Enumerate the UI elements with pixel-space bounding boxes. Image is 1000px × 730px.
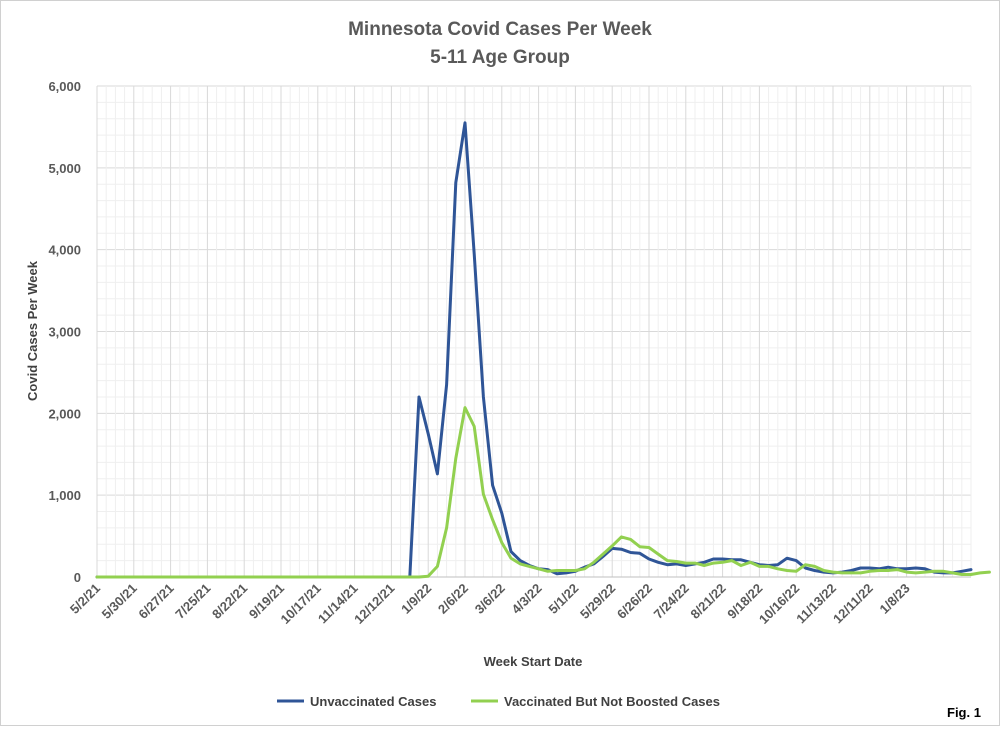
x-tick-label: 8/22/21: [209, 581, 250, 622]
x-tick-label: 11/13/22: [793, 581, 839, 627]
chart-subtitle: 5-11 Age Group: [430, 47, 570, 68]
series-lines: [95, 121, 991, 579]
x-axis-ticks: 5/2/215/30/216/27/217/25/218/22/219/19/2…: [67, 581, 913, 627]
y-tick-label: 3,000: [48, 325, 81, 340]
series-line-unvaccinated: [95, 121, 973, 579]
x-tick-label: 10/17/21: [278, 581, 324, 627]
x-tick-label: 7/25/21: [172, 581, 213, 622]
legend: Unvaccinated Cases Vaccinated But Not Bo…: [277, 694, 720, 709]
legend-label-unvaccinated: Unvaccinated Cases: [310, 694, 436, 709]
y-axis-label: Covid Cases Per Week: [25, 260, 40, 401]
y-tick-label: 4,000: [48, 243, 81, 258]
x-tick-label: 5/29/22: [577, 581, 618, 622]
gridlines: [96, 85, 972, 578]
y-tick-label: 0: [74, 570, 81, 585]
y-tick-label: 2,000: [48, 406, 81, 421]
x-axis-label: Week Start Date: [484, 654, 583, 669]
x-tick-label: 1/9/22: [398, 581, 434, 617]
chart-title: Minnesota Covid Cases Per Week: [348, 19, 652, 40]
x-tick-label: 2/6/22: [435, 581, 471, 617]
y-tick-label: 6,000: [48, 79, 81, 94]
x-tick-label: 10/16/22: [756, 581, 802, 627]
x-tick-label: 4/3/22: [509, 581, 545, 617]
x-tick-label: 6/26/22: [614, 581, 655, 622]
figure-label: Fig. 1: [947, 705, 981, 720]
x-tick-label: 7/24/22: [651, 581, 692, 622]
y-axis-ticks: 0 1,000 2,000 3,000 4,000 5,000 6,000: [48, 79, 81, 585]
x-tick-label: 8/21/22: [687, 581, 728, 622]
x-tick-label: 1/8/23: [877, 581, 913, 617]
series-line-vaccinated: [95, 406, 991, 579]
legend-label-vaccinated: Vaccinated But Not Boosted Cases: [504, 694, 720, 709]
x-tick-label: 3/6/22: [472, 581, 508, 617]
y-tick-label: 1,000: [48, 488, 81, 503]
x-tick-label: 5/30/21: [99, 581, 140, 622]
x-tick-label: 12/11/22: [830, 581, 876, 627]
y-tick-label: 5,000: [48, 161, 81, 176]
x-tick-label: 6/27/21: [135, 581, 176, 622]
x-tick-label: 12/12/21: [351, 581, 397, 627]
